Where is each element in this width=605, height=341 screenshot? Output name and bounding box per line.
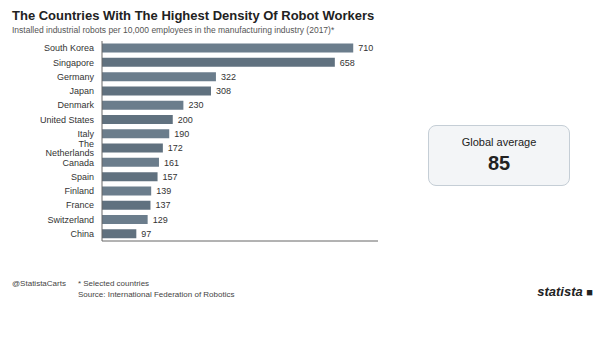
svg-text:South Korea: South Korea [44, 43, 94, 53]
svg-text:97: 97 [141, 229, 151, 239]
svg-text:Germany: Germany [57, 72, 95, 82]
html-text:statista ■: statista ■ [537, 284, 593, 299]
svg-text:322: 322 [221, 72, 236, 82]
svg-text:658: 658 [340, 58, 355, 68]
svg-text:Singapore: Singapore [53, 58, 94, 68]
html-text:Source: International Federati: Source: International Federation of Robo… [77, 290, 235, 299]
svg-text:Finland: Finland [64, 186, 94, 196]
svg-text:157: 157 [163, 172, 178, 182]
svg-text:Denmark: Denmark [57, 100, 94, 110]
svg-text:137: 137 [155, 200, 170, 210]
svg-text:Switzerland: Switzerland [47, 215, 94, 225]
html-text:@StatistaCarts: @StatistaCarts [12, 279, 66, 288]
svg-text:139: 139 [156, 186, 171, 196]
svg-text:710: 710 [358, 43, 373, 53]
html-text:85: 85 [487, 151, 511, 174]
html-text:Installed industrial robots pe: Installed industrial robots per 10,000 e… [12, 25, 335, 35]
html-text:Global average: Global average [461, 135, 537, 148]
svg-text:190: 190 [174, 129, 189, 139]
svg-text:France: France [66, 200, 94, 210]
svg-text:230: 230 [188, 100, 203, 110]
svg-text:Italy: Italy [77, 129, 94, 139]
svg-text:TheNetherlands: TheNetherlands [45, 139, 94, 158]
svg-text:China: China [70, 229, 94, 239]
svg-text:308: 308 [216, 86, 231, 96]
svg-text:200: 200 [178, 115, 193, 125]
svg-text:Spain: Spain [71, 172, 94, 182]
svg-text:161: 161 [164, 158, 179, 168]
svg-text:Japan: Japan [69, 86, 94, 96]
svg-text:Canada: Canada [62, 158, 94, 168]
svg-text:129: 129 [153, 215, 168, 225]
html-text:* Selected countries: * Selected countries [77, 279, 150, 288]
svg-text:172: 172 [168, 143, 183, 153]
html-text:The Countries With The Highest: The Countries With The Highest Density O… [12, 8, 375, 23]
svg-text:United States: United States [40, 115, 95, 125]
